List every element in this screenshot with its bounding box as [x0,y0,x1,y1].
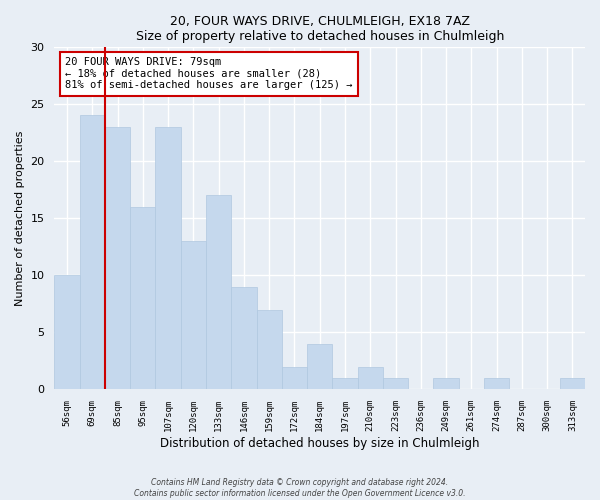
Bar [358,366,383,390]
Bar [282,366,307,390]
Bar [55,276,80,390]
Bar [105,127,130,390]
Bar [257,310,282,390]
Bar [332,378,358,390]
Bar [155,127,181,390]
Bar [231,286,257,390]
Bar [206,196,231,390]
Text: Contains HM Land Registry data © Crown copyright and database right 2024.
Contai: Contains HM Land Registry data © Crown c… [134,478,466,498]
Bar [433,378,458,390]
Text: 20 FOUR WAYS DRIVE: 79sqm
← 18% of detached houses are smaller (28)
81% of semi-: 20 FOUR WAYS DRIVE: 79sqm ← 18% of detac… [65,57,353,90]
Bar [383,378,408,390]
Bar [181,241,206,390]
Bar [484,378,509,390]
Bar [80,116,105,390]
Title: 20, FOUR WAYS DRIVE, CHULMLEIGH, EX18 7AZ
Size of property relative to detached : 20, FOUR WAYS DRIVE, CHULMLEIGH, EX18 7A… [136,15,504,43]
Bar [307,344,332,390]
Bar [560,378,585,390]
Bar [130,207,155,390]
Y-axis label: Number of detached properties: Number of detached properties [15,130,25,306]
X-axis label: Distribution of detached houses by size in Chulmleigh: Distribution of detached houses by size … [160,437,479,450]
